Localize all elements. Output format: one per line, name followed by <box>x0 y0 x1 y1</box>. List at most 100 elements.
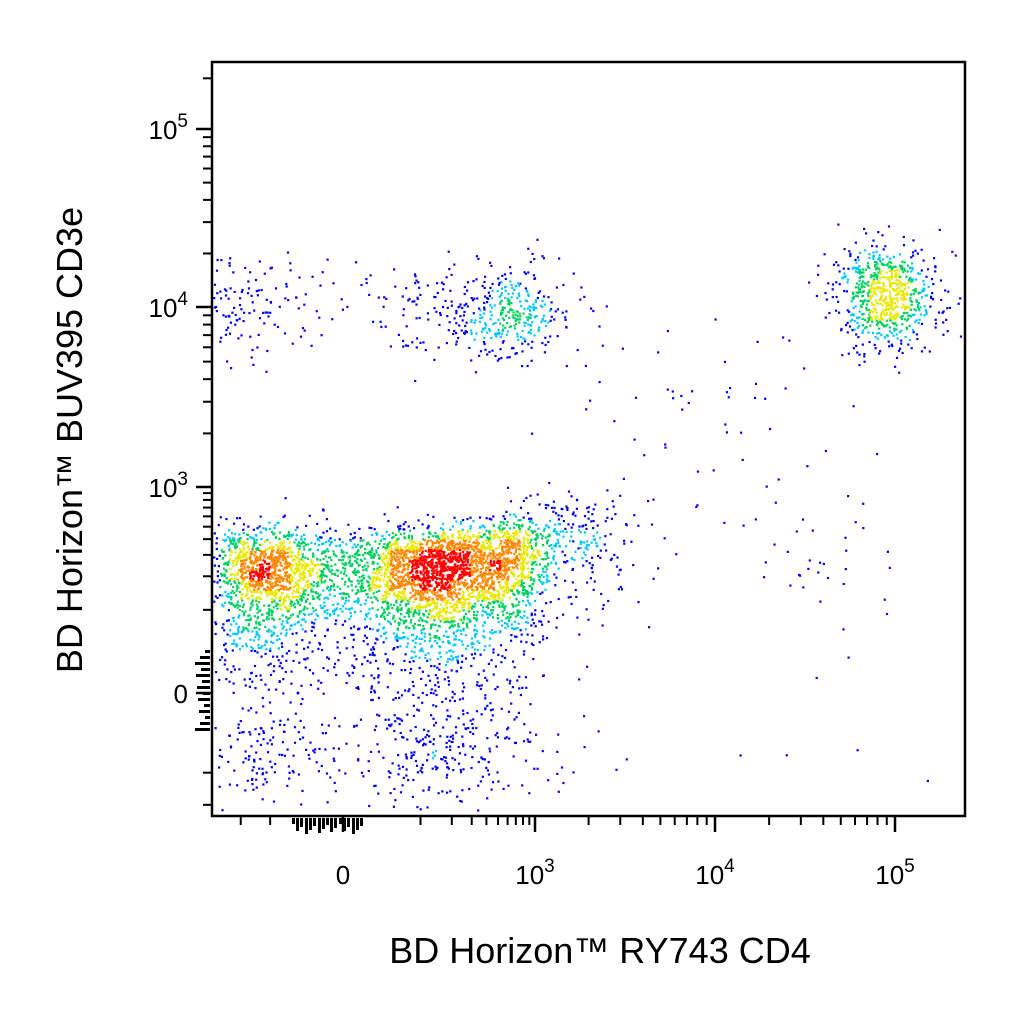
event-dot <box>391 536 394 539</box>
event-dot <box>221 603 224 606</box>
event-dot <box>402 523 405 526</box>
event-dot <box>395 599 398 602</box>
event-dot <box>488 350 491 354</box>
event-dot <box>383 296 386 299</box>
event-dot <box>369 661 372 664</box>
event-dot <box>542 575 545 578</box>
event-dot <box>383 632 386 635</box>
event-dot <box>508 620 511 623</box>
event-dot <box>268 604 271 607</box>
event-dot <box>476 640 479 643</box>
event-dot <box>470 664 473 668</box>
event-dot <box>236 517 239 520</box>
event-dot <box>401 784 404 787</box>
event-dot <box>479 313 482 316</box>
event-dot <box>407 613 410 616</box>
event-dot <box>301 564 304 567</box>
event-dot <box>396 646 399 649</box>
event-dot <box>429 691 433 694</box>
event-dot <box>863 282 866 285</box>
event-dot <box>306 598 309 601</box>
event-dot <box>500 292 503 295</box>
event-dot <box>351 646 354 649</box>
event-dot <box>218 554 221 557</box>
event-dot <box>903 269 907 272</box>
event-dot <box>399 524 402 527</box>
event-dot <box>468 620 471 623</box>
event-dot <box>855 282 858 285</box>
event-dot <box>456 658 459 661</box>
event-dot <box>321 574 324 577</box>
event-dot <box>307 543 310 546</box>
event-dot <box>303 538 306 541</box>
event-dot <box>256 607 259 610</box>
event-dot <box>527 542 530 545</box>
event-dot <box>414 592 417 595</box>
event-dot <box>491 349 494 352</box>
event-dot <box>409 546 413 549</box>
event-dot <box>420 629 423 632</box>
event-dot <box>510 302 513 305</box>
event-dot <box>291 592 294 595</box>
event-dot <box>272 625 275 628</box>
event-dot <box>297 307 300 310</box>
event-dot <box>462 519 465 522</box>
event-dot <box>357 744 360 747</box>
event-dot <box>383 575 386 578</box>
event-dot <box>493 593 496 596</box>
event-dot <box>582 564 585 567</box>
event-dot <box>338 592 341 595</box>
event-dot <box>244 554 247 557</box>
event-dot <box>322 563 325 566</box>
event-dot <box>529 603 532 606</box>
event-dot <box>550 301 553 304</box>
event-dot <box>330 559 333 562</box>
event-dot <box>916 272 920 275</box>
event-dot <box>330 565 333 568</box>
event-dot <box>219 586 222 589</box>
event-dot <box>392 604 396 607</box>
event-dot <box>412 547 415 550</box>
event-dot <box>572 511 575 514</box>
event-dot <box>422 612 425 616</box>
event-dot <box>422 341 425 344</box>
event-dot <box>251 630 254 633</box>
event-dot <box>219 572 223 575</box>
event-dot <box>229 577 232 580</box>
event-dot <box>418 649 421 652</box>
event-dot <box>481 316 484 319</box>
event-dot <box>407 299 410 302</box>
event-dot <box>436 642 439 645</box>
event-dot <box>334 622 337 626</box>
event-dot <box>321 606 325 609</box>
event-dot <box>288 604 292 608</box>
event-dot <box>244 266 247 269</box>
event-dot <box>538 550 541 553</box>
event-dot <box>920 248 923 251</box>
event-dot <box>268 608 271 611</box>
event-dot <box>477 591 480 594</box>
event-dot <box>512 755 515 758</box>
event-dot <box>309 559 312 562</box>
event-dot <box>592 527 595 530</box>
event-dot <box>238 604 241 607</box>
event-dot <box>238 731 241 734</box>
event-dot <box>623 542 626 545</box>
event-dot <box>444 612 447 615</box>
event-dot <box>220 549 223 552</box>
event-dot <box>883 263 886 267</box>
event-dot <box>785 754 788 757</box>
event-dot <box>391 589 394 592</box>
event-dot <box>281 753 284 756</box>
event-dot <box>388 555 391 558</box>
event-dot <box>371 577 374 580</box>
event-dot <box>238 590 241 594</box>
event-dot <box>408 297 411 301</box>
event-dot <box>460 597 463 600</box>
event-dot <box>388 550 391 553</box>
event-dot <box>350 539 353 543</box>
event-dot <box>362 640 365 643</box>
event-dot <box>270 593 273 596</box>
event-dot <box>893 289 896 292</box>
event-dot <box>532 558 535 561</box>
